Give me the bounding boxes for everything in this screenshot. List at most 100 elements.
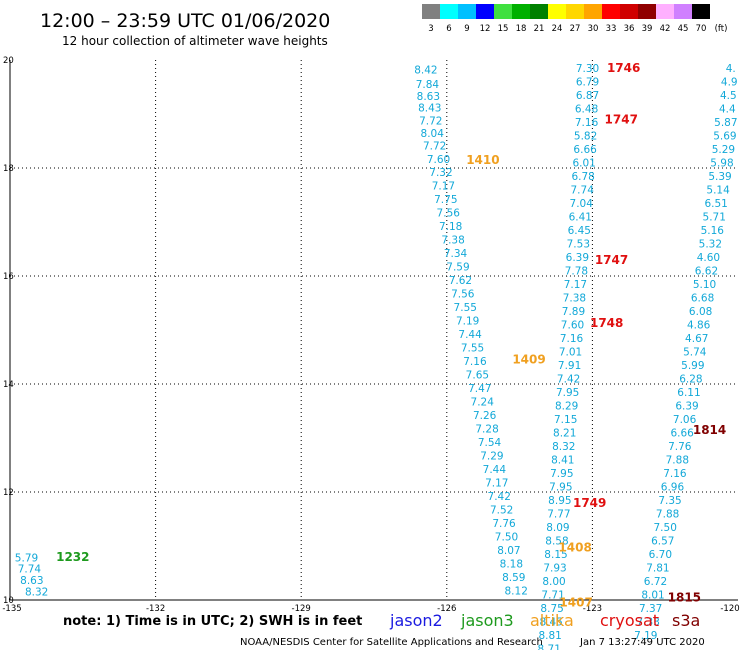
wave-height-value: 8.63 [417, 91, 440, 103]
wave-height-value: 6.01 [572, 158, 595, 170]
wave-height-value: 8.01 [641, 590, 664, 602]
wave-height-value: 8.09 [546, 522, 569, 534]
wave-height-value: 7.17 [485, 477, 508, 489]
wave-height-value: 7.77 [547, 509, 570, 521]
color-scale-label: 18 [516, 24, 527, 34]
color-scale-label: 39 [642, 24, 653, 34]
wave-height-values: 5.797.748.638.328.427.848.638.437.728.04… [15, 63, 738, 650]
wave-height-value: 7.74 [18, 564, 42, 576]
wave-height-value: 7.52 [490, 504, 513, 516]
wave-height-value: 7.44 [458, 329, 482, 341]
pass-time-label: 1746 [607, 61, 640, 75]
wave-height-value: 7.60 [561, 320, 584, 332]
wave-height-value: 7.74 [571, 185, 595, 197]
wave-height-value: 7.60 [427, 154, 450, 166]
pass-time-label: 1814 [693, 423, 726, 437]
wave-height-value: 5.98 [710, 158, 733, 170]
wave-height-value: 8.32 [25, 586, 48, 598]
wave-height-value: 8.58 [545, 536, 568, 548]
wave-height-value: 7.89 [562, 306, 585, 318]
pass-time-label: 1747 [605, 112, 638, 126]
color-scale-label: 33 [606, 24, 617, 34]
map-grid [10, 60, 738, 600]
wave-height-value: 5.69 [713, 131, 736, 143]
generated-timestamp: Jan 7 13:27:49 UTC 2020 [579, 637, 705, 648]
y-tick-label: 10 [3, 596, 14, 606]
wave-height-value: 5.16 [701, 225, 725, 237]
pass-time-label: 1407 [559, 596, 592, 610]
wave-height-value: 7.30 [576, 63, 599, 75]
wave-height-value: 6.72 [644, 576, 667, 588]
wave-height-value: 6.39 [675, 401, 698, 413]
wave-height-value: 7.71 [541, 590, 564, 602]
wave-height-value: 8.45 [539, 617, 562, 629]
wave-height-value: 8.07 [497, 545, 520, 557]
wave-height-value: 6.45 [568, 225, 591, 237]
plot-frame [9, 60, 738, 601]
legend-entry-jason2: jason2 [389, 611, 443, 630]
wave-height-value: 7.54 [478, 437, 502, 449]
y-tick-label: 16 [3, 272, 14, 282]
wave-height-value: 7.16 [463, 356, 487, 368]
color-scale-label: 27 [570, 24, 581, 34]
wave-height-value: 7.28 [475, 423, 498, 435]
wave-height-value: 8.95 [548, 495, 571, 507]
wave-height-value: 5.82 [574, 131, 597, 143]
wave-height-value: 8.32 [552, 441, 575, 453]
axis-tick-labels: -135 -132 -129 -126 -123 -120 10 12 14 16 18 20 [2, 56, 739, 614]
wave-height-value: 7.75 [434, 194, 457, 206]
wave-height-value: 7.34 [444, 248, 468, 260]
wave-height-value: 4.60 [697, 252, 720, 264]
wave-height-value: 8.41 [551, 455, 574, 467]
color-scale-label: 45 [678, 24, 689, 34]
wave-height-value: 7.24 [471, 396, 495, 408]
wave-height-value: 6.08 [689, 306, 712, 318]
wave-height-value: 8.43 [418, 103, 441, 115]
wave-height-value: 7.17 [432, 180, 455, 192]
x-tick-label: -129 [292, 604, 311, 614]
color-swatch [692, 4, 710, 19]
wave-height-value: 6.41 [569, 212, 592, 224]
wave-height-value: 7.91 [558, 360, 581, 372]
wave-height-value: 7.95 [550, 468, 573, 480]
wave-height-value: 7.32 [429, 167, 452, 179]
wave-height-value: 8.63 [20, 575, 43, 587]
color-swatch [422, 4, 440, 19]
wave-height-value: 7.78 [565, 266, 588, 278]
wave-height-value: 8.75 [540, 603, 563, 615]
wave-height-value: 8.12 [505, 585, 528, 597]
wave-height-value: 6.39 [566, 252, 589, 264]
wave-height-value: 8.29 [555, 401, 578, 413]
wave-height-value: 8.15 [544, 549, 567, 561]
wave-height-value: 7.19 [456, 315, 479, 327]
wave-height-value: 8.71 [538, 644, 561, 650]
y-tick-label: 18 [3, 164, 14, 174]
wave-height-value: 7.76 [668, 441, 692, 453]
wave-height-value: 4. [726, 63, 736, 75]
color-swatch [584, 4, 602, 19]
pass-time-label: 1410 [466, 153, 499, 167]
wave-height-value: 7.50 [654, 522, 677, 534]
pass-time-label: 1815 [668, 590, 701, 604]
wave-height-value: 7.84 [416, 79, 440, 91]
color-swatch [512, 4, 530, 19]
wave-height-value: 7.38 [441, 234, 464, 246]
wave-height-value: 7.17 [564, 279, 587, 291]
y-tick-label: 14 [3, 380, 14, 390]
wave-height-value: 8.18 [500, 558, 523, 570]
color-scale-label: 6 [446, 24, 451, 34]
wave-height-value: 8.04 [421, 128, 445, 140]
wave-height-value: 7.95 [556, 387, 579, 399]
wave-height-value: 5.74 [683, 347, 707, 359]
color-scale-label: 30 [588, 24, 599, 34]
x-tick-label: -132 [146, 604, 165, 614]
wave-height-value: 6.78 [571, 171, 594, 183]
wave-height-value: 4.5 [720, 90, 737, 102]
legend-entry-cryosat: cryosat [600, 611, 659, 630]
wave-height-value: 7.18 [439, 221, 462, 233]
color-swatch [638, 4, 656, 19]
wave-height-value: 6.28 [679, 374, 702, 386]
wave-height-value: 6.87 [576, 90, 599, 102]
wave-height-value: 7.06 [673, 414, 697, 426]
color-scale-label: 36 [624, 24, 635, 34]
